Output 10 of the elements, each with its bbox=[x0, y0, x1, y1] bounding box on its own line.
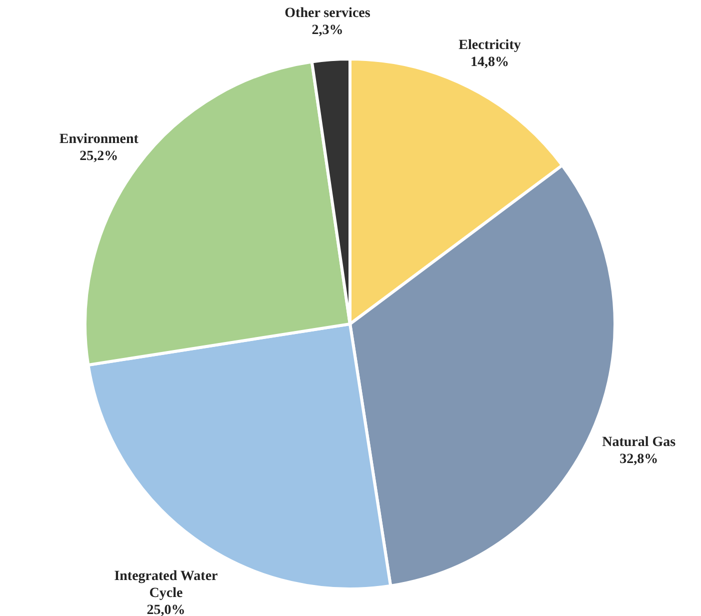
slice-label: Natural Gas bbox=[602, 434, 676, 450]
data-label: 25,2% bbox=[80, 148, 118, 164]
data-label: 25,0% bbox=[146, 602, 186, 616]
data-label: 32,8% bbox=[620, 452, 658, 467]
slice-label: Environment bbox=[59, 132, 139, 147]
slice-label: Other services bbox=[284, 6, 371, 21]
slice-label: Electricity bbox=[458, 38, 521, 54]
data-label: 14,8% bbox=[470, 55, 510, 70]
slice-label: Integrated Water Cycle bbox=[114, 568, 218, 601]
data-label: 2,3% bbox=[312, 22, 344, 38]
